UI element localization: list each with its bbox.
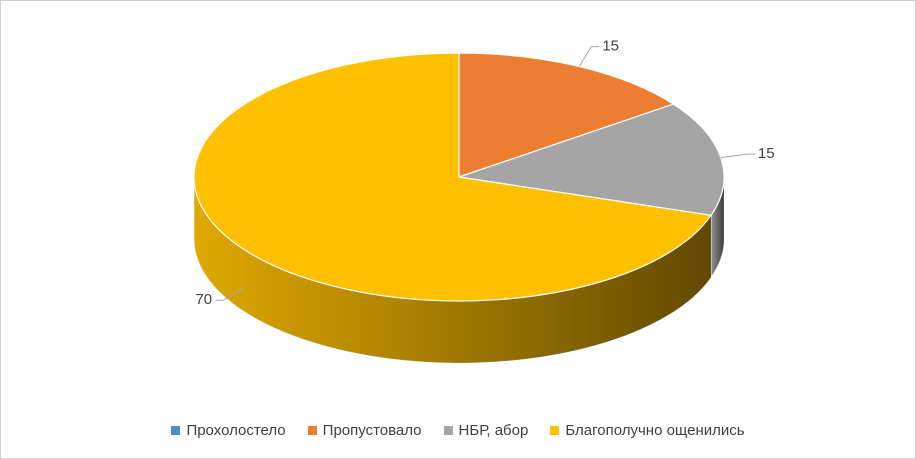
pie-side-shade [194, 177, 712, 364]
legend-label: Благополучно ощенились [565, 422, 745, 439]
legend: Прохолостело Пропустовало НБР, абор Благопо… [1, 422, 915, 439]
data-label: 15 [758, 145, 775, 162]
legend-swatch [443, 426, 453, 435]
pie-side-shade [711, 177, 724, 278]
legend-label: Пропустовало [322, 422, 422, 439]
pie-slice [458, 52, 675, 178]
legend-swatch [307, 426, 317, 435]
legend-swatch [171, 426, 181, 435]
pie-slice [193, 52, 713, 302]
legend-label: Прохолостело [186, 422, 286, 439]
legend-item: Прохолостело [171, 422, 286, 439]
data-label: 70 [195, 291, 212, 308]
legend-label: НБР, абор [458, 422, 529, 439]
legend-item: Благополучно ощенились [550, 422, 745, 439]
leader-line [215, 286, 245, 301]
legend-swatch [550, 426, 560, 435]
pie-slice [458, 103, 725, 216]
leader-line [578, 46, 600, 67]
legend-item: Пропустовало [307, 422, 422, 439]
legend-item: НБР, абор [443, 422, 529, 439]
leader-line [720, 153, 755, 159]
data-label: 15 [602, 38, 619, 55]
